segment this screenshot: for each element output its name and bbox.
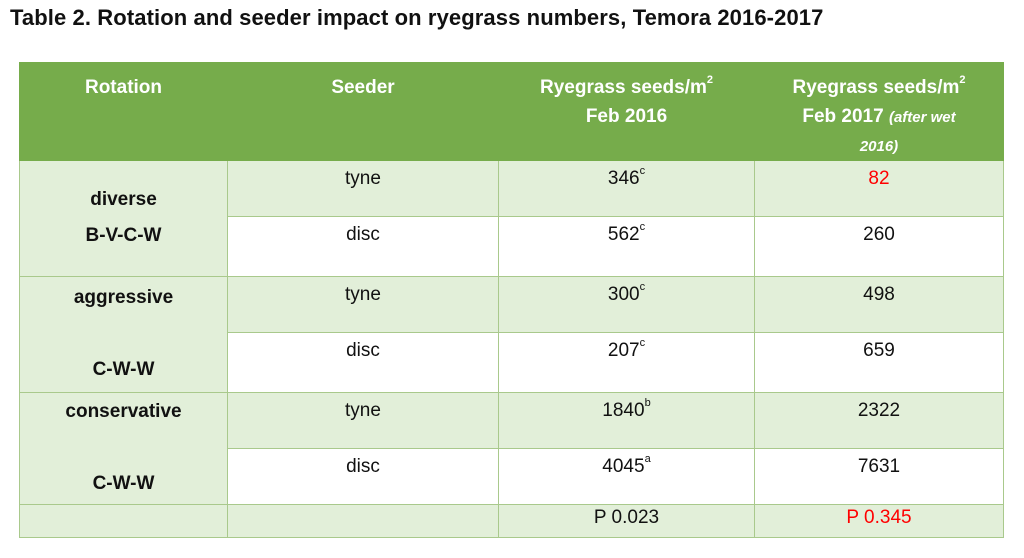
table-row: aggressive C-W-W tyne 300c 498 — [19, 276, 1004, 393]
feb2017-cell: 260 — [754, 216, 1004, 277]
empty-cell — [19, 504, 228, 538]
feb2016-cell: 207c — [498, 332, 755, 393]
header-feb-2017: Ryegrass seeds/m2 Feb 2017 (after wet 20… — [754, 62, 1004, 161]
rotation-cell: diverse B-V-C-W — [19, 160, 228, 277]
header-feb-2016: Ryegrass seeds/m2 Feb 2016 — [498, 62, 755, 161]
table-row: diverse B-V-C-W tyne 346c 82 — [19, 160, 1004, 277]
feb2017-cell: 82 — [754, 160, 1004, 217]
feb2017-cell: 2322 — [754, 392, 1004, 449]
seeder-cell: disc — [227, 332, 499, 393]
seeder-cell: tyne — [227, 160, 499, 217]
seeder-cell: disc — [227, 448, 499, 505]
header-seeder: Seeder — [227, 62, 499, 161]
table-caption: Table 2. Rotation and seeder impact on r… — [10, 5, 824, 30]
feb2016-cell: 4045a — [498, 448, 755, 505]
header-row: Rotation Seeder Ryegrass seeds/m2 Feb 20… — [19, 62, 1004, 161]
pvalue-feb2016: P 0.023 — [498, 504, 755, 538]
empty-cell — [227, 504, 499, 538]
feb2017-cell: 7631 — [754, 448, 1004, 505]
feb2017-cell: 659 — [754, 332, 1004, 393]
table-row: disc 207c 659 — [20, 332, 1004, 393]
header-feb-2017-note: (after wet — [888, 109, 956, 126]
header-rotation: Rotation — [19, 62, 228, 161]
rotation-cell: conservative C-W-W — [19, 392, 228, 505]
feb2016-cell: 1840b — [498, 392, 755, 449]
feb2016-cell: 300c — [498, 276, 755, 333]
table-row: conservative C-W-W tyne 1840b 2322 — [19, 392, 1004, 505]
seeder-cell: tyne — [227, 392, 499, 449]
rotation-cell: aggressive C-W-W — [19, 276, 228, 393]
seeder-cell: disc — [227, 216, 499, 277]
seeder-cell: tyne — [227, 276, 499, 333]
table-row: disc 562c 260 — [20, 216, 1004, 277]
feb2017-cell: 498 — [754, 276, 1004, 333]
table-row: disc 4045a 7631 — [20, 448, 1004, 505]
pvalue-feb2017: P 0.345 — [754, 504, 1004, 538]
feb2016-cell: 346c — [498, 160, 755, 217]
feb2016-cell: 562c — [498, 216, 755, 277]
pvalue-row: P 0.023 P 0.345 — [19, 504, 1004, 538]
ryegrass-table: Rotation Seeder Ryegrass seeds/m2 Feb 20… — [19, 62, 1004, 538]
